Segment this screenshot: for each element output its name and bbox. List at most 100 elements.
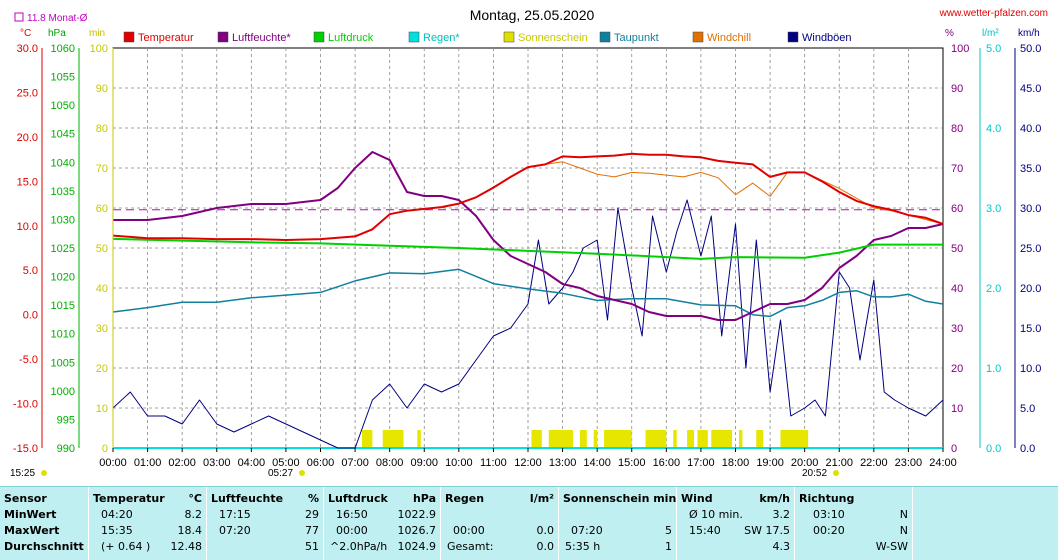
x-tick-label: 12:00 [514,457,542,469]
stats-sun-title: Sonnenschein min [563,492,677,505]
temp-tick-label: 0.0 [23,310,38,322]
sunset-label: 20:52 [802,468,827,479]
legend-label: Luftfeuchte* [232,32,291,44]
stats-press-title: Luftdruck [328,492,388,505]
stats-temp-max-time: 15:35 [101,524,133,537]
pct-tick-label: 50 [951,243,963,255]
sunshine-bar [548,430,573,448]
stats-rain-total-label: Gesamt: [447,540,494,553]
x-tick-label: 01:00 [134,457,162,469]
sunshine-bar [362,430,373,448]
legend-swatch [599,31,611,43]
temp-tick-label: 30.0 [17,43,38,55]
stats-wind-unit: km/h [759,492,790,505]
press-tick-label: 1005 [51,357,75,369]
site-link[interactable]: www.wetter-pfalzen.com [939,8,1048,19]
rain-tick-label: 1.0 [986,363,1001,375]
stats-temp-min-val: 8.2 [184,508,203,521]
temp-tick-label: 15.0 [17,176,38,188]
stats-col-luftdruck: Luftdruck hPa 16:50 1022.9 00:00 1026.7 ^2.… [324,487,441,560]
press-tick-label: 990 [57,443,75,455]
stats-temp-title: Temperatur [93,492,165,505]
stats-sun-max-val: 5 [665,524,672,537]
x-tick-label: 22:00 [860,457,888,469]
stats-rain-max-time: 00:00 [453,524,485,537]
sunshine-bar [756,430,764,448]
x-tick-label: 23:00 [895,457,923,469]
unit-press: hPa [48,28,66,39]
x-tick-label: 24:00 [929,457,957,469]
now-sun-icon [41,470,47,476]
month-avg-label: 11.8 Monat-Ø [27,13,88,24]
stats-wind-avg-val: 4.3 [772,540,791,553]
stats-hum-max-time: 07:20 [219,524,251,537]
stats-hum-min-time: 17:15 [219,508,251,521]
series-windchill [527,161,944,225]
pct-tick-label: 30 [951,323,963,335]
weather-chart: 00:00 01:00 02:00 03:00 04:00 05:00 06:00 07:00… [10,7,1048,479]
stats-row-min-label: MinWert [4,508,57,521]
x-tick-label: 14:00 [583,457,611,469]
stats-dir-max-time: 00:20 [813,524,845,537]
sunshine-bar [579,430,587,448]
press-tick-label: 1050 [51,100,75,112]
min-tick-label: 90 [96,83,108,95]
stats-hum-unit: % [307,492,319,505]
stats-sun-avg-val: 1 [665,540,672,553]
wind-tick-label: 30.0 [1020,203,1041,215]
sunshine-bar [531,430,542,448]
stats-panel: Sensor MinWert MaxWert Durchschnitt Temp… [0,486,1058,560]
stats-row-max-label: MaxWert [4,524,60,537]
series-taupunkt [112,268,944,318]
x-tick-label: 13:00 [549,457,577,469]
unit-temp: °C [20,28,31,39]
sunshine-bar [417,430,421,448]
x-tick-label: 03:00 [203,457,231,469]
legend-swatch [692,31,704,43]
press-tick-label: 1025 [51,243,75,255]
x-tick-label: 11:00 [480,457,507,469]
chart-title: Montag, 25.05.2020 [470,7,595,23]
pct-tick-label: 80 [951,123,963,135]
stats-dir-max-val: N [899,524,908,537]
unit-rain: l/m² [982,28,999,39]
legend-swatch [313,31,325,43]
temp-tick-label: -5.0 [19,354,38,366]
stats-press-min-val: 1022.9 [397,508,437,521]
wind-tick-label: 50.0 [1020,43,1041,55]
x-tick-label: 00:00 [99,457,127,469]
stats-dir-avg-val: W-SW [875,540,908,553]
pct-tick-label: 10 [951,403,963,415]
series-temperatur [112,152,944,241]
wind-tick-label: 10.0 [1020,363,1041,375]
wind-tick-label: 20.0 [1020,283,1041,295]
sunshine-bar [382,430,404,448]
x-tick-label: 20:00 [791,457,819,469]
legend-label: Windböen [802,32,852,44]
legend-swatch [503,31,515,43]
stats-hum-title: Luftfeuchte [211,492,284,505]
sunshine-bar [673,430,677,448]
unit-pct: % [945,28,954,39]
unit-min: min [89,28,105,39]
wind-tick-label: 45.0 [1020,83,1041,95]
min-tick-label: 0 [102,443,108,455]
stats-col-sonne: Sonnenschein min 07:20 5 5:35 h 1 [559,487,677,560]
rain-tick-label: 2.0 [986,283,1001,295]
press-tick-label: 1000 [51,386,75,398]
sunshine-bar [593,430,598,448]
temp-tick-label: 5.0 [23,265,38,277]
stats-dir-title: Richtung [799,492,855,505]
min-tick-label: 10 [96,403,108,415]
temp-tick-label: 20.0 [17,132,38,144]
sunshine-bar [604,430,632,448]
month-avg-marker [14,12,24,22]
unit-wind: km/h [1018,28,1040,39]
stats-sun-total: 5:35 h [565,540,601,553]
series-luftfeuchte [113,151,944,321]
x-tick-label: 04:00 [238,457,266,469]
stats-temp-unit: °C [188,492,202,505]
stats-row-avg-label: Durchschnitt [4,540,84,553]
x-tick-label: 21:00 [825,457,853,469]
stats-wind-avg10-label: Ø 10 min. [689,508,743,521]
